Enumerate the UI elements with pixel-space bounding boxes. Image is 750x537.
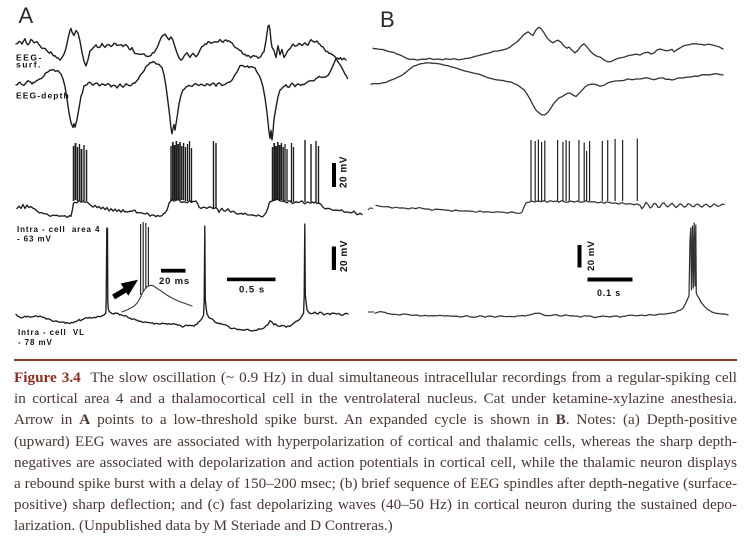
svg-text:20 mV: 20 mV	[586, 240, 597, 271]
svg-text:0.5 s: 0.5 s	[239, 285, 265, 296]
svg-text:20 mV: 20 mV	[339, 156, 350, 188]
svg-text:EEG-: EEG-	[16, 53, 43, 63]
svg-text:surf.: surf.	[16, 60, 42, 70]
svg-text:20 ms: 20 ms	[159, 276, 190, 287]
svg-text:- 63 mV: - 63 mV	[17, 235, 52, 244]
svg-text:A: A	[19, 3, 34, 28]
svg-text:B: B	[380, 7, 395, 32]
svg-text:0.1 s: 0.1 s	[597, 288, 621, 298]
svg-text:20 mV: 20 mV	[339, 240, 350, 272]
svg-text:Intra - cell VL: Intra - cell VL	[18, 328, 85, 337]
svg-text:EEG-depth: EEG-depth	[16, 91, 70, 101]
svg-text:- 78 mV: - 78 mV	[18, 338, 53, 347]
svg-text:Intra - cell area 4: Intra - cell area 4	[17, 225, 100, 234]
